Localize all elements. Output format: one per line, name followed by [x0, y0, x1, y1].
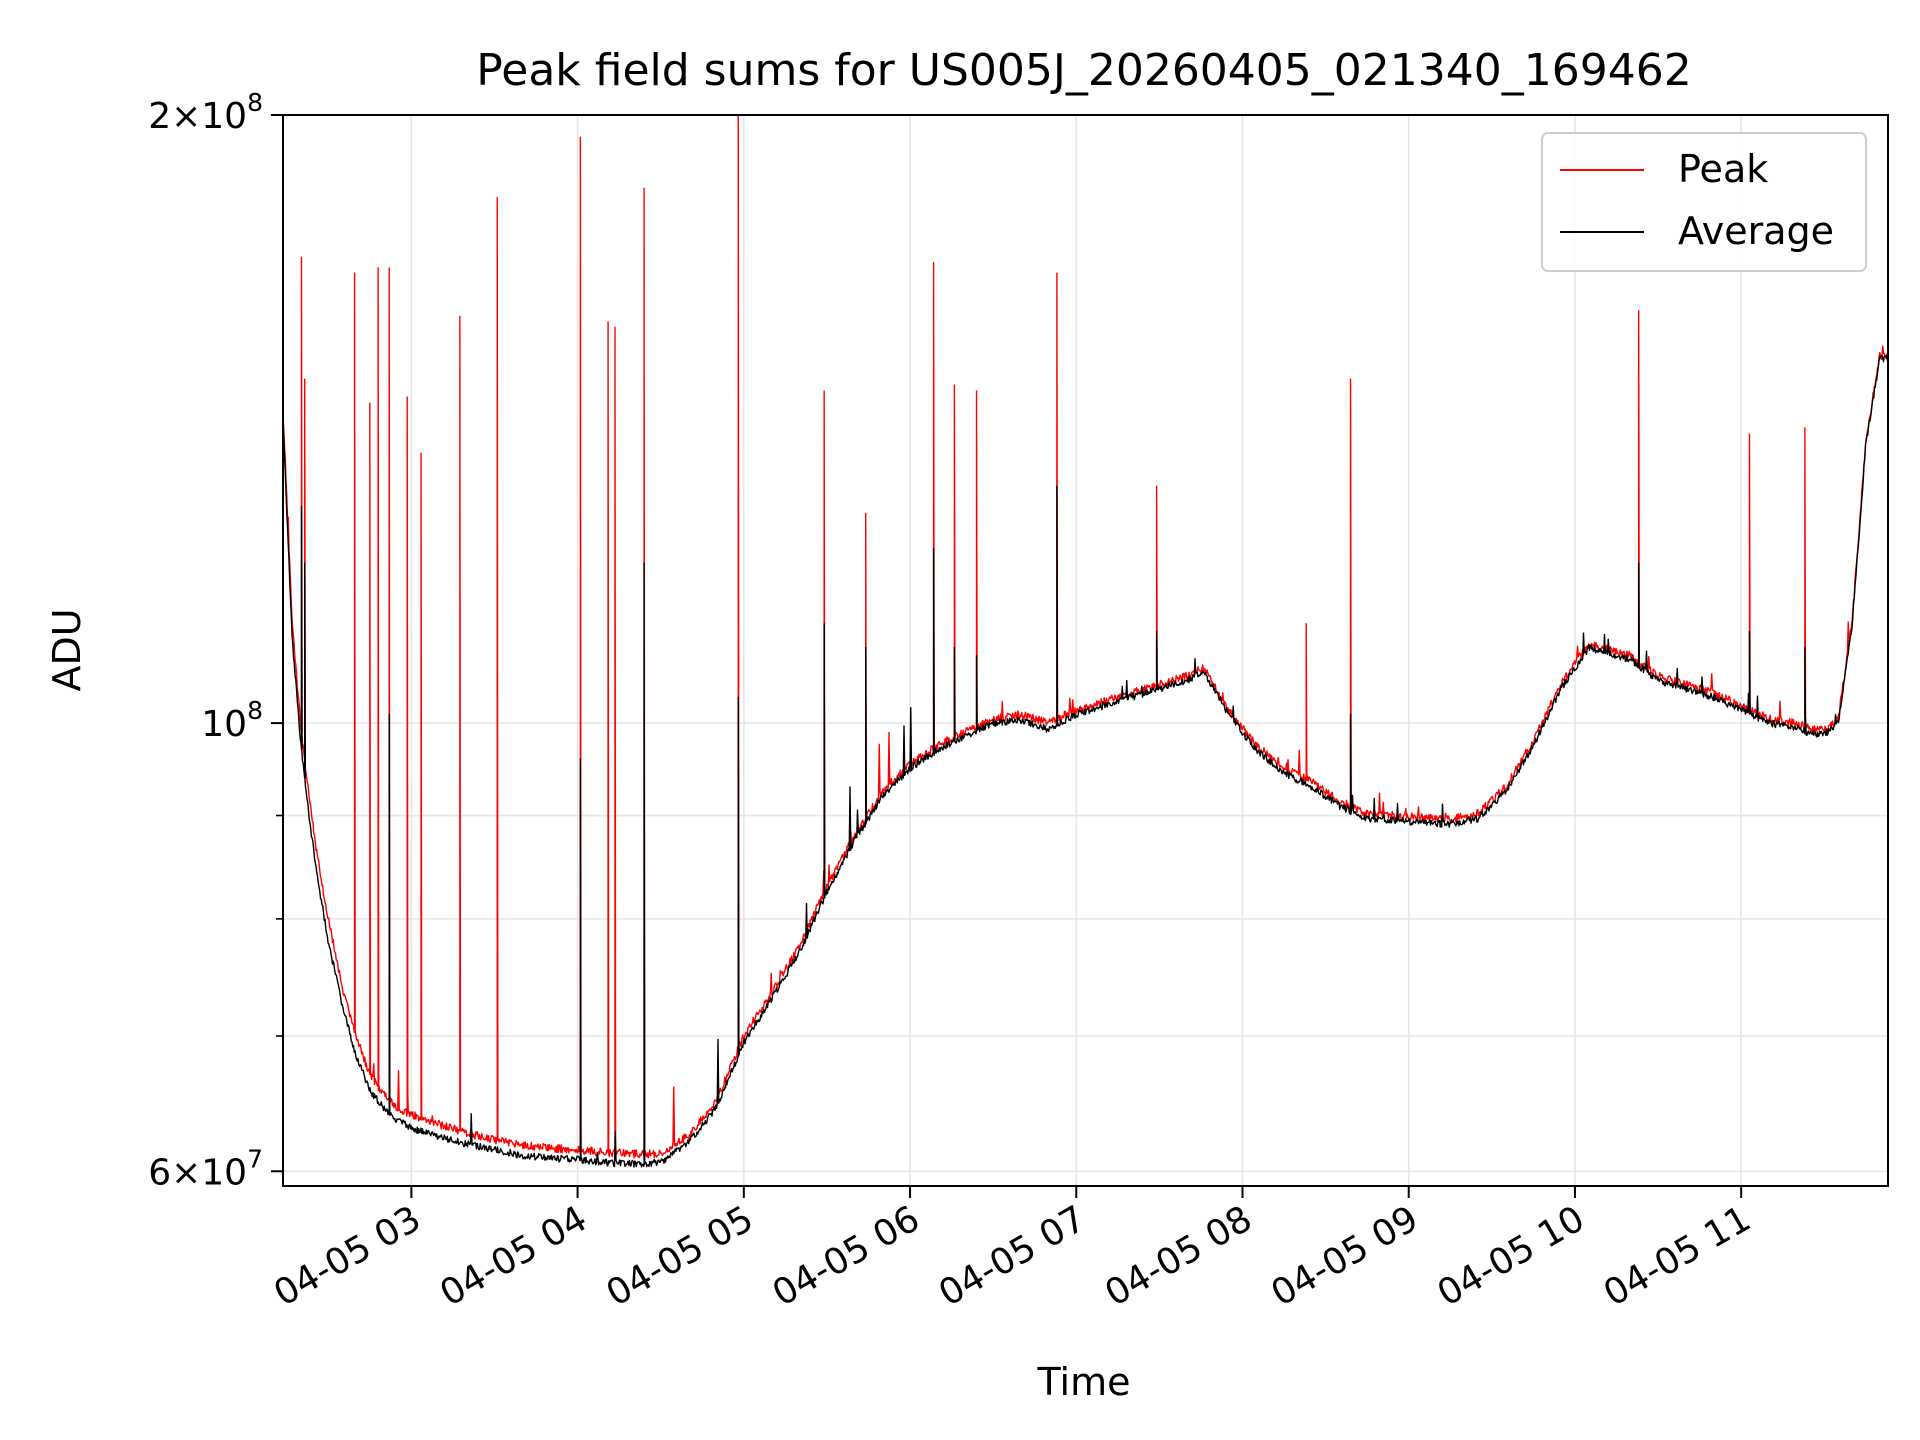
average-line — [282, 354, 1889, 1168]
y-tick-label: 2×108 — [148, 88, 263, 137]
legend: Peak Average — [1541, 132, 1867, 272]
plot-frame — [282, 114, 1889, 1187]
legend-label-average: Average — [1678, 209, 1834, 253]
y-tick-label: 108 — [201, 696, 263, 745]
x-axis-label: Time — [1037, 1360, 1131, 1404]
legend-box — [1541, 132, 1867, 272]
series-layer — [282, 114, 1889, 1168]
peak-line — [282, 114, 1889, 1159]
y-tick-label: 6×107 — [148, 1144, 263, 1193]
legend-label-peak: Peak — [1678, 147, 1768, 191]
y-axis-label: ADU — [45, 608, 89, 691]
chart-title: Peak field sums for US005J_20260405_0213… — [476, 45, 1691, 96]
grid — [283, 114, 1888, 1186]
